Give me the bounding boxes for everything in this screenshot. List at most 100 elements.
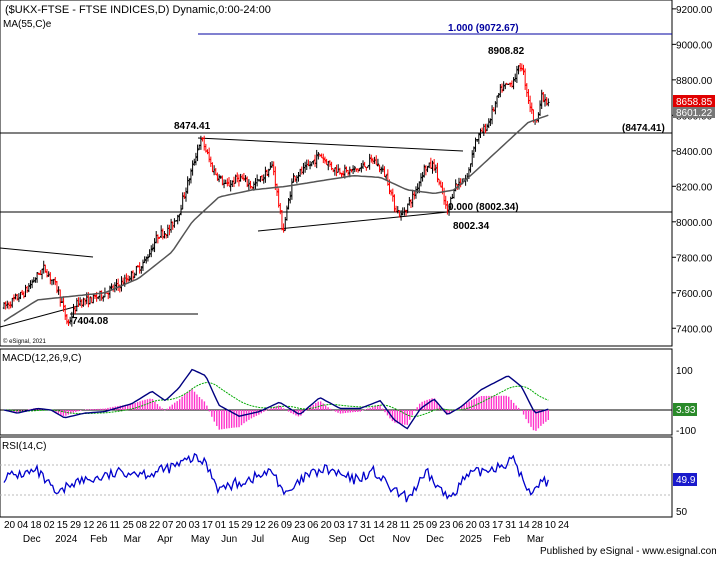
low-2024-label: 7404.08	[72, 316, 109, 327]
x-day-label: 04	[17, 520, 29, 531]
triangle-lower	[257, 211, 449, 232]
x-month-label: 2024	[55, 534, 78, 545]
x-month-label: Apr	[157, 534, 173, 545]
x-day-label: 11	[400, 520, 411, 531]
x-month-label: Feb	[493, 534, 511, 545]
watermark: © eSignal, 2021	[3, 338, 46, 345]
x-day-label: 31	[505, 520, 517, 531]
x-month-label: Mar	[124, 534, 142, 545]
macd-line	[3, 368, 549, 430]
triangle-upper	[197, 137, 464, 152]
price-tick-label: 7800.00	[676, 253, 713, 264]
x-day-label: 07	[162, 520, 174, 531]
x-day-label: 15	[228, 520, 240, 531]
macd-label: MACD(12,26,9,C)	[2, 353, 81, 364]
macd-histogram	[5, 388, 550, 431]
x-day-label: 15	[57, 520, 69, 531]
x-day-label: 08	[136, 520, 148, 531]
x-month-label: Jun	[221, 534, 237, 545]
x-month-label: Jul	[251, 534, 264, 545]
x-day-label: 26	[268, 520, 280, 531]
x-day-label: 01	[215, 520, 227, 531]
x-day-label: 17	[202, 520, 214, 531]
channel-upper	[0, 247, 94, 258]
x-day-label: 12	[255, 520, 267, 531]
ma-label: MA(55,C)e	[3, 19, 52, 30]
price-tick-label: 8200.00	[676, 182, 713, 193]
x-day-label: 17	[347, 520, 359, 531]
x-day-label: 31	[360, 520, 372, 531]
price-tick-label: 8800.00	[676, 76, 713, 87]
high-label: 8908.82	[488, 46, 525, 57]
x-day-label: 06	[307, 520, 319, 531]
x-day-label: 20	[321, 520, 333, 531]
x-day-label: 14	[518, 520, 530, 531]
macd-signal-line	[3, 381, 549, 417]
x-day-label: 03	[479, 520, 491, 531]
x-axis-months: Dec 2024 Feb Mar Apr May Jun Jul Aug Sep Oct Nov Dec…	[23, 534, 545, 545]
price-tick-label: 9000.00	[676, 40, 713, 51]
x-month-label: Mar	[527, 534, 545, 545]
x-month-label: Dec	[426, 534, 444, 545]
ma-value-tag	[673, 107, 715, 118]
x-day-label: 09	[426, 520, 438, 531]
price-tick-label: 8400.00	[676, 147, 713, 158]
price-tick-label: 9200.00	[676, 5, 713, 16]
rsi-tick: 50	[676, 507, 688, 518]
x-day-label: 29	[241, 520, 253, 531]
x-month-label: May	[191, 534, 210, 545]
macd-value-tag	[673, 403, 697, 416]
x-axis-days: 20 04 18 02 15 29 12 26 11 25 08 22 07 20 03 17 01 15 29 12…	[4, 520, 570, 531]
chart-title: ($UKX-FTSE - FTSE INDICES,D) Dynamic,0:0…	[5, 4, 271, 16]
x-day-label: 29	[70, 520, 82, 531]
x-month-label: 2025	[460, 534, 483, 545]
x-day-label: 03	[334, 520, 346, 531]
last-price-value: 8658.85	[676, 97, 713, 108]
fib-bottom-label: 0.000 (8002.34)	[448, 202, 519, 213]
macd-tick: 100	[676, 366, 693, 377]
x-day-label: 18	[30, 520, 42, 531]
rsi-value: 49.9	[676, 475, 696, 486]
x-day-label: 12	[83, 520, 95, 531]
x-day-label: 11	[110, 520, 121, 531]
x-day-label: 14	[373, 520, 385, 531]
x-day-label: 24	[558, 520, 570, 531]
last-price-tag	[673, 95, 715, 107]
x-day-label: 17	[492, 520, 504, 531]
x-day-label: 10	[545, 520, 557, 531]
macd-panel[interactable]	[0, 348, 673, 436]
x-day-label: 23	[439, 520, 451, 531]
x-day-label: 28	[387, 520, 399, 531]
may-high-label: 8474.41	[174, 121, 211, 132]
ma-line	[3, 114, 549, 322]
x-month-label: Nov	[392, 534, 410, 545]
x-month-label: Sep	[329, 534, 347, 545]
x-day-label: 06	[452, 520, 464, 531]
nov-low-label: 8002.34	[453, 221, 490, 232]
fib-top-label: 1.000 (9072.67)	[448, 23, 519, 34]
x-month-label: Aug	[292, 534, 310, 545]
x-day-label: 03	[189, 520, 201, 531]
x-day-label: 25	[413, 520, 425, 531]
rsi-line	[3, 452, 549, 503]
footer-published: Published by eSignal - www.esignal.com	[540, 546, 716, 557]
x-month-label: Dec	[23, 534, 41, 545]
price-axis: 9200.009000.008800.008600.008400.008200.…	[672, 5, 713, 335]
x-day-label: 20	[175, 520, 187, 531]
x-month-label: Feb	[90, 534, 108, 545]
rsi-value-tag	[673, 473, 697, 486]
price-panel[interactable]	[0, 0, 673, 347]
x-day-label: 28	[532, 520, 544, 531]
x-month-label: Oct	[359, 534, 375, 545]
price-tick-label: 7400.00	[676, 324, 713, 335]
macd-value: 3.93	[676, 405, 696, 416]
ma-value: 8601.22	[676, 108, 713, 119]
macd-tick-low: -100	[676, 426, 696, 437]
rsi-panel[interactable]	[0, 436, 673, 518]
x-day-label: 23	[294, 520, 306, 531]
candles	[2, 62, 550, 327]
level-right-label: (8474.41)	[622, 123, 665, 134]
rsi-label: RSI(14,C)	[2, 441, 46, 452]
